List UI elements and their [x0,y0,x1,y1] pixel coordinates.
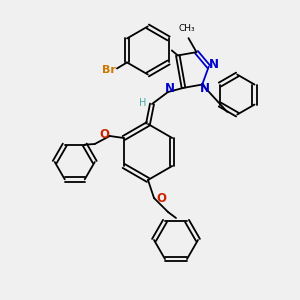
Text: O: O [156,191,166,205]
Text: O: O [100,128,110,140]
Text: CH₃: CH₃ [178,24,195,33]
Text: Br: Br [102,65,116,75]
Text: N: N [165,82,175,95]
Text: N: N [200,82,210,95]
Text: H: H [139,98,147,108]
Text: N: N [209,58,219,71]
